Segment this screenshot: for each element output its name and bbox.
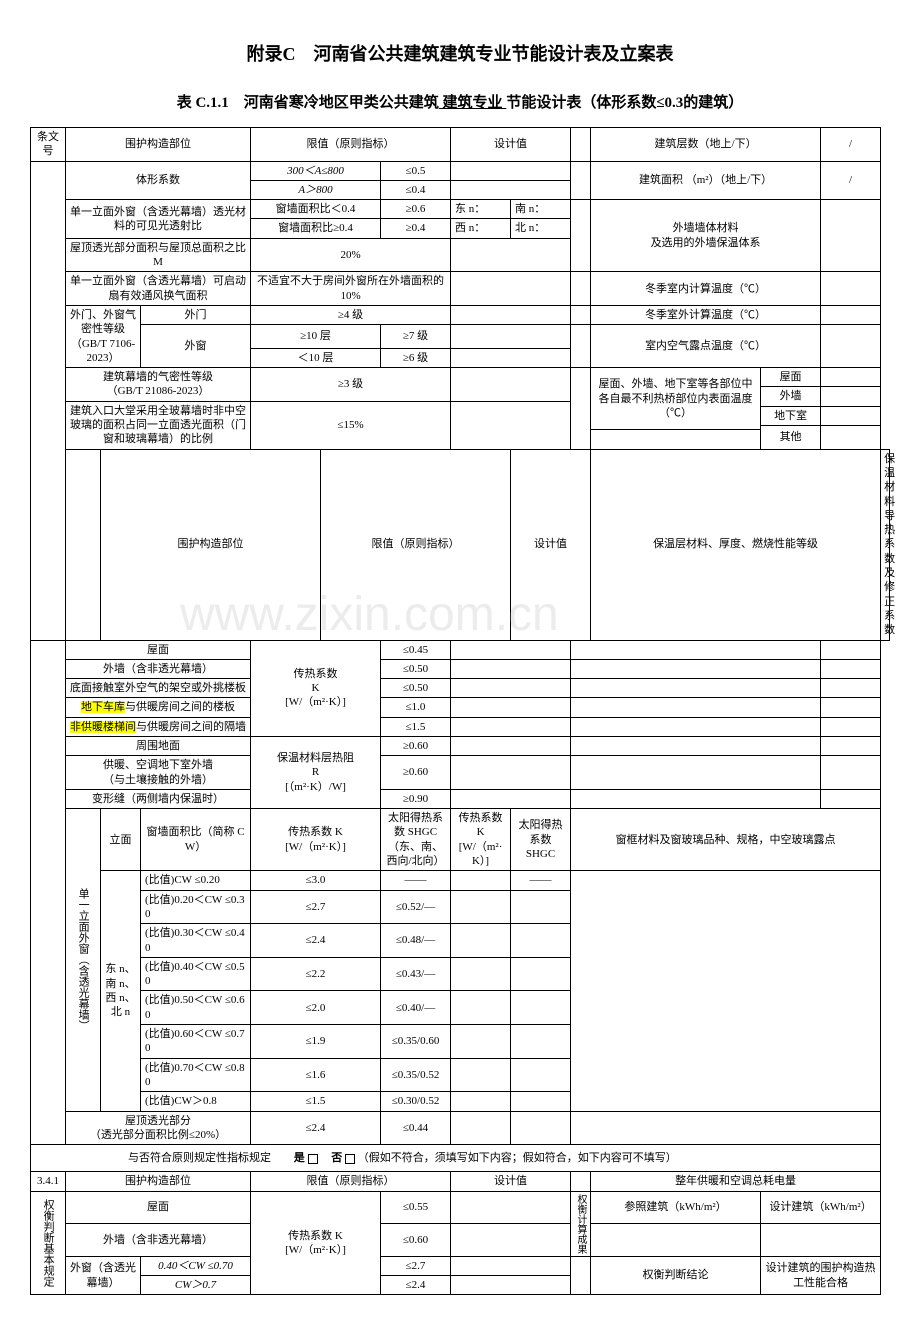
airtight: 外门、外窗气密性等级 （GB/T 7106-2023） bbox=[66, 305, 141, 367]
k-design: 传热系数 K [W/（m²·K）] bbox=[451, 809, 511, 871]
compliance-row: 与否符合原则规定性指标规定 是 否 （假如不符合，须填写如下内容；假如符合，如下… bbox=[31, 1145, 881, 1172]
winter-outdoor: 冬季室外计算温度（℃） bbox=[591, 305, 821, 324]
h-design: 设计值 bbox=[451, 128, 571, 162]
r-ground: 周围地面 bbox=[66, 736, 251, 755]
lobby-glass: 建筑入口大堂采用全玻幕墙时非中空玻璃的面积占同一立面透光面积（门窗和玻璃幕墙）的… bbox=[66, 401, 251, 449]
calc-result: 权衡计算成果 bbox=[571, 1191, 591, 1256]
h-floors: 建筑层数（地上/下） bbox=[591, 128, 821, 162]
k-label: 传热系数 K [W/（m²·K）] bbox=[251, 640, 381, 736]
pass: 设计建筑的围护构造热工性能合格 bbox=[761, 1256, 881, 1295]
k-header-4: 传热系数 K [W/（m²·K）] bbox=[251, 1191, 381, 1295]
h-enclosure-2: 围护构造部位 bbox=[101, 449, 321, 640]
r-wall: 外墙（含非透光幕墙） bbox=[66, 659, 251, 678]
wall-material: 外墙墙体材料 及选用的外墙保温体系 bbox=[591, 200, 821, 272]
annual-energy: 整年供暖和空调总耗电量 bbox=[591, 1172, 881, 1191]
single-window: 单一立面外窗（含透光幕墙）透光材料的可见光透射比 bbox=[66, 200, 251, 239]
h-enclosure: 围护构造部位 bbox=[66, 128, 251, 162]
roof-light: 屋顶透光部分 （透光部分面积比例≤20%） bbox=[66, 1111, 251, 1145]
r-roof: 屋面 bbox=[66, 640, 251, 659]
balance-judge: 权衡判断基本规定 bbox=[31, 1191, 66, 1295]
r-floor: 底面接触室外空气的架空或外挑楼板 bbox=[66, 679, 251, 698]
orient: 东 n、南 n、西 n、北 n bbox=[101, 871, 141, 1111]
h-insulation: 保温层材料、厚度、燃烧性能等级 bbox=[591, 449, 881, 640]
vent-area: 单一立面外窗（含透光幕墙）可启动扇有效通风换气面积 bbox=[66, 272, 251, 306]
shape-coef: 体形系数 bbox=[66, 161, 251, 200]
r-joint: 变形缝（两侧墙内保温时） bbox=[66, 789, 251, 808]
frame-info: 窗框材料及窗玻璃品种、规格，中空玻璃露点 bbox=[571, 809, 881, 871]
h-clause: 条文号 bbox=[31, 128, 66, 162]
r-bsmt-wall: 供暖、空调地下室外墙 （与土壤接触的外墙） bbox=[66, 756, 251, 790]
conclusion: 权衡判断结论 bbox=[591, 1256, 761, 1295]
main-title: 附录C 河南省公共建筑建筑专业节能设计表及立案表 bbox=[30, 40, 890, 66]
curtain-airtight: 建筑幕墙的气密性等级 （GB/T 21086-2023） bbox=[66, 368, 251, 402]
r-label: 保温材料层热阻 R [（m²·K）/W] bbox=[251, 736, 381, 808]
thermal-bridge: 屋面、外墙、地下室等各部位中各自最不利热桥部位内表面温度（℃） bbox=[591, 368, 761, 430]
shgc-design: 太阳得热系数 SHGC bbox=[511, 809, 571, 871]
single-facade: 单一立面外窗（含透光幕墙） bbox=[66, 809, 101, 1111]
sub-title: 表 C.1.1 河南省寒冷地区甲类公共建筑 建筑专业 节能设计表（体形系数≤0.… bbox=[30, 91, 890, 112]
winter-indoor: 冬季室内计算温度（℃） bbox=[591, 272, 821, 306]
roof-light-ratio: 屋顶透光部分面积与屋顶总面积之比 M bbox=[66, 238, 251, 272]
r-stair: 非供暖楼梯间与供暖房间之间的隔墙 bbox=[66, 717, 251, 736]
k-header: 传热系数 K [W/（m²·K）] bbox=[251, 809, 381, 871]
h-coef: 保温材料导热系数及修正系数 bbox=[881, 449, 890, 640]
h-limit: 限值（原则指标） bbox=[251, 128, 451, 162]
wwr-label: 窗墙面积比（简称 CW） bbox=[141, 809, 251, 871]
dew-point: 室内空气露点温度（℃） bbox=[591, 325, 821, 368]
clause-341: 3.4.1 bbox=[31, 1172, 66, 1191]
bldg-area: 建筑面积 （m²）（地上/下） bbox=[591, 161, 821, 200]
shgc-header: 太阳得热系数 SHGC （东、南、西向/北向） bbox=[381, 809, 451, 871]
r-garage: 地下车库与供暖房间之间的楼板 bbox=[66, 698, 251, 717]
energy-design-table: 条文号 围护构造部位 限值（原则指标） 设计值 建筑层数（地上/下） / 体形系… bbox=[30, 127, 890, 1295]
